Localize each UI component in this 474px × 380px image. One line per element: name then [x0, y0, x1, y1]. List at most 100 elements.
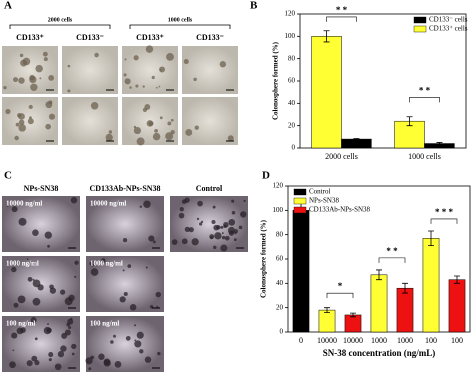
y-tick-label: 80: [276, 230, 284, 238]
sphere: [96, 321, 99, 324]
sphere: [122, 237, 128, 243]
group-bracket: [129, 24, 231, 29]
y-tick-label: 100: [285, 32, 296, 40]
error-bar: [454, 275, 460, 284]
sphere: [71, 352, 75, 356]
sphere: [60, 345, 67, 352]
sphere: [57, 350, 65, 358]
group-bracket: [9, 24, 111, 29]
sphere: [100, 258, 106, 263]
bar: [396, 287, 414, 333]
group-label: 1000 cells: [168, 17, 193, 23]
y-tick-label: 60: [288, 77, 296, 85]
sphere: [34, 359, 40, 366]
sphere: [228, 219, 236, 226]
sphere: [142, 85, 145, 88]
y-tick-label: 60: [276, 255, 284, 263]
sphere: [27, 118, 34, 125]
sphere: [243, 199, 246, 203]
sphere: [123, 291, 128, 297]
sphere: [156, 305, 159, 308]
dose-label: 1000 ng/ml: [6, 260, 39, 268]
sphere: [74, 275, 77, 278]
sphere: [212, 205, 216, 209]
micrograph: [86, 316, 164, 372]
sphere: [181, 238, 188, 245]
sphere: [43, 57, 48, 62]
sphere: [18, 124, 26, 132]
sphere: [124, 78, 131, 85]
sphere: [136, 331, 144, 339]
sphere: [13, 302, 19, 308]
x-tick-label: 0: [299, 336, 303, 345]
column-label: CD133⁺: [16, 33, 44, 42]
sphere: [170, 129, 175, 135]
sphere: [74, 260, 79, 265]
y-tick-label: 120: [273, 182, 284, 190]
legend-swatch: [413, 16, 427, 24]
bar: [318, 309, 336, 333]
sphere: [152, 132, 161, 141]
sphere: [94, 52, 99, 58]
bar: [341, 138, 372, 149]
sphere: [30, 83, 38, 92]
sphere: [136, 137, 145, 146]
sphere: [26, 360, 33, 367]
sphere: [114, 361, 122, 368]
sphere: [28, 104, 33, 110]
sphere: [20, 327, 26, 333]
sphere: [48, 352, 54, 358]
sphere: [113, 334, 116, 338]
significance-bracket: [409, 97, 440, 103]
x-tick-label: 2000 cells: [325, 152, 358, 161]
sphere: [15, 261, 19, 265]
sphere: [12, 349, 15, 352]
significance-label: * *: [336, 5, 348, 15]
sphere: [221, 235, 226, 240]
sphere: [33, 262, 37, 266]
x-tick-label: 1000 cells: [408, 152, 441, 161]
sphere: [181, 199, 187, 204]
sphere: [133, 126, 142, 135]
sphere: [98, 353, 105, 360]
sphere: [45, 123, 51, 130]
sphere: [45, 101, 53, 109]
y-tick-label: 20: [288, 121, 296, 129]
error-bar: [353, 138, 360, 141]
x-tick-label: 100: [451, 336, 463, 345]
significance-bracket: [326, 292, 354, 299]
sphere: [46, 327, 52, 333]
sphere: [179, 206, 184, 212]
sphere: [6, 204, 9, 207]
sphere: [152, 240, 156, 244]
column-label: CD133⁻: [76, 33, 104, 42]
x-tick-label: 100: [425, 336, 437, 345]
bar: [311, 36, 342, 149]
sphere: [221, 232, 224, 235]
sphere: [234, 232, 237, 235]
sphere: [18, 217, 27, 226]
sphere: [88, 367, 92, 371]
column-label: CD133⁺: [136, 33, 164, 42]
sphere: [3, 85, 7, 90]
x-tick-label: 10000: [343, 336, 363, 345]
sphere: [18, 119, 25, 126]
sphere: [64, 297, 73, 306]
dose-label: 1000 ng/ml: [90, 260, 123, 268]
sphere: [11, 206, 18, 213]
sphere: [145, 45, 154, 53]
sphere: [134, 324, 137, 327]
sphere: [134, 339, 137, 342]
sphere: [47, 244, 50, 248]
sphere: [18, 113, 25, 120]
column-label: CD133Ab-NPs-SN38: [89, 184, 160, 193]
sphere: [39, 77, 42, 80]
legend-label: Control: [309, 188, 330, 196]
sphere: [68, 326, 72, 330]
sphere: [67, 89, 71, 93]
sphere: [48, 113, 56, 120]
sphere: [71, 343, 77, 350]
micrograph: [2, 46, 58, 94]
sphere: [18, 77, 25, 84]
